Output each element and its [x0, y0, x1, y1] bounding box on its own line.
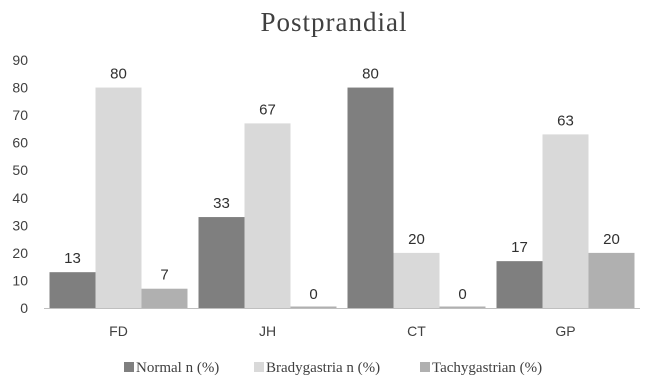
data-label: 0 [309, 286, 317, 303]
x-tick-label: CT [407, 323, 426, 339]
data-label: 20 [603, 231, 620, 248]
bar-ct-series-3 [439, 306, 486, 308]
x-axis-ticks: FD JH CT GP [109, 323, 575, 339]
y-tick-label: 50 [12, 162, 28, 178]
y-tick-label: 40 [12, 190, 28, 206]
y-tick-label: 60 [12, 135, 28, 151]
bar-jh-series-2 [244, 123, 291, 308]
legend-swatch [420, 362, 430, 372]
bar-ct-series-2 [393, 252, 440, 308]
bar-jh-series-3 [290, 306, 337, 308]
y-tick-label: 80 [12, 80, 28, 96]
data-label: 33 [213, 195, 230, 212]
x-tick-label: GP [555, 323, 575, 339]
data-label: 13 [64, 250, 81, 267]
x-tick-label: FD [109, 323, 128, 339]
legend-label: Normal n (%) [136, 360, 219, 376]
bar-ct-series-1 [347, 87, 394, 308]
y-axis-ticks: 0 10 20 30 40 50 60 70 80 90 [12, 52, 28, 316]
y-tick-label: 0 [20, 300, 28, 316]
data-label: 80 [362, 66, 379, 83]
y-tick-label: 90 [12, 52, 28, 68]
data-label: 0 [458, 286, 466, 303]
x-tick-label: JH [259, 323, 276, 339]
data-label: 17 [511, 239, 528, 256]
bar-jh-series-1 [198, 217, 245, 308]
data-label: 7 [160, 267, 168, 284]
bar-gp-series-2 [542, 134, 589, 308]
legend: Normal n (%) Bradygastria n (%) Tachygastr… [124, 360, 542, 376]
legend-label: Bradygastria n (%) [266, 360, 380, 376]
y-tick-label: 10 [12, 272, 28, 288]
bar-fd-series-1 [49, 272, 96, 308]
y-tick-label: 20 [12, 245, 28, 261]
legend-swatch [254, 362, 264, 372]
chart-title: Postprandial [261, 7, 408, 37]
legend-swatch [124, 362, 134, 372]
data-label: 80 [110, 66, 127, 83]
data-label: 63 [557, 112, 574, 129]
legend-label: Tachygastrian (%) [432, 360, 542, 376]
data-label: 67 [259, 101, 276, 118]
y-tick-label: 70 [12, 107, 28, 123]
data-label: 20 [408, 231, 425, 248]
bar-gp-series-1 [496, 261, 543, 308]
bar-gp-series-3 [588, 252, 635, 308]
bar-fd-series-3 [141, 288, 188, 308]
data-labels: 13 33 80 17 80 67 20 63 7 0 0 20 [64, 66, 620, 303]
y-tick-label: 30 [12, 217, 28, 233]
bars [49, 87, 635, 308]
bar-fd-series-2 [95, 87, 142, 308]
